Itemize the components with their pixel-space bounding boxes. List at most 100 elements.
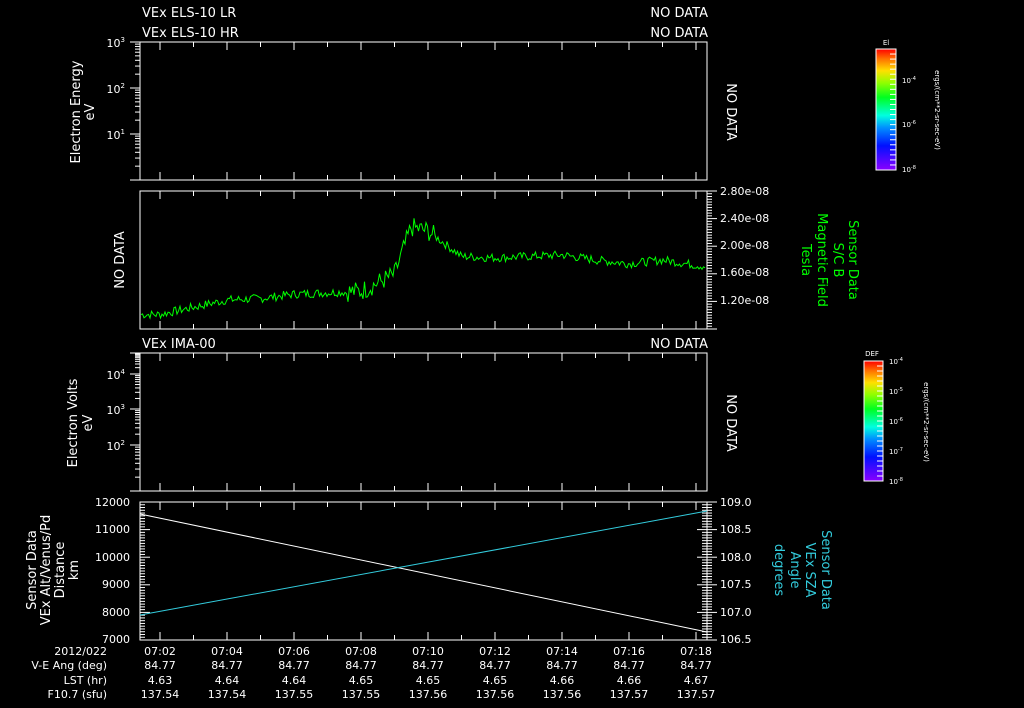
ytick-label: 2.40e-08 bbox=[720, 212, 769, 225]
footer-value-f107: 137.56 bbox=[476, 688, 515, 701]
footer-value-lst: 4.63 bbox=[148, 674, 173, 687]
ytick-label: 104 bbox=[107, 368, 126, 382]
footer-value-f107: 137.57 bbox=[677, 688, 716, 701]
footer-value-lst: 4.64 bbox=[282, 674, 307, 687]
ytick-label: 101 bbox=[107, 128, 125, 142]
footer-value-times: 07:02 bbox=[144, 645, 176, 658]
ima-title: VEx IMA-00 bbox=[142, 337, 216, 352]
colorbar-tick: 10-7 bbox=[889, 447, 903, 456]
ylabel-unit: eV bbox=[83, 103, 98, 120]
no-data-left-label: NO DATA bbox=[113, 231, 128, 289]
ytick-label: 2.80e-08 bbox=[720, 185, 769, 198]
ytick-label: 1.20e-08 bbox=[720, 294, 769, 307]
colorbar-tick: 10-8 bbox=[902, 165, 916, 174]
ytick-label: 12000 bbox=[95, 496, 130, 509]
ytick-label-right: 107.0 bbox=[720, 606, 752, 619]
footer-value-times: 07:04 bbox=[211, 645, 243, 658]
header-title-hr: VEx ELS-10 HR bbox=[142, 26, 239, 41]
footer-value-ve-ang: 84.77 bbox=[546, 659, 578, 672]
left-label-line4: km bbox=[67, 560, 82, 580]
ima-status: NO DATA bbox=[650, 337, 708, 352]
left-label-line1: Sensor Data bbox=[25, 530, 40, 610]
footer-value-f107: 137.56 bbox=[543, 688, 582, 701]
ylabel-line4: Tesla bbox=[798, 243, 813, 276]
header-status-hr: NO DATA bbox=[650, 26, 708, 41]
magnetic-field-line bbox=[140, 218, 706, 320]
right-label-line3: Angle bbox=[787, 552, 802, 589]
ylabel-line2: S/C B bbox=[830, 243, 845, 278]
footer-row-label: F10.7 (sfu) bbox=[48, 688, 107, 701]
footer-value-f107: 137.54 bbox=[208, 688, 247, 701]
panel-magnetic-field: NO DATA 2.80e-08 2.40e-08 2.00e-08 1.60e… bbox=[113, 185, 860, 330]
panel-electron-volts: 104 103 102 Electron Volts eV NO DATA bbox=[66, 352, 738, 492]
altitude-line bbox=[139, 513, 708, 633]
footer-value-ve-ang: 84.77 bbox=[211, 659, 243, 672]
colorbar-tick: 10-6 bbox=[902, 120, 916, 129]
colorbar-unit: ergs/(cm**2-sr-sec-eV) bbox=[933, 70, 941, 150]
ylabel-line3: Magnetic Field bbox=[814, 213, 829, 307]
ytick-label: 8000 bbox=[102, 606, 130, 619]
footer-value-ve-ang: 84.77 bbox=[144, 659, 176, 672]
colorbar-tick: 10-4 bbox=[889, 357, 903, 366]
footer-row-label: V-E Ang (deg) bbox=[31, 659, 107, 672]
ytick-label: 9000 bbox=[102, 578, 130, 591]
left-label-line3: Distance bbox=[53, 542, 68, 599]
colorbar-tick: 10-5 bbox=[889, 387, 903, 396]
colorbar-unit: ergs/(cm**2-sr-sec-eV) bbox=[922, 382, 930, 462]
footer-value-lst: 4.66 bbox=[617, 674, 642, 687]
footer-value-f107: 137.55 bbox=[275, 688, 314, 701]
colorbar-tick: 10-6 bbox=[889, 417, 903, 426]
colorbar-label: DEF bbox=[865, 350, 879, 358]
footer-value-ve-ang: 84.77 bbox=[680, 659, 712, 672]
header-status-lr: NO DATA bbox=[650, 6, 708, 21]
footer-value-ve-ang: 84.77 bbox=[278, 659, 310, 672]
footer-value-lst: 4.66 bbox=[550, 674, 575, 687]
footer-value-lst: 4.64 bbox=[215, 674, 240, 687]
ytick-label-right: 109.0 bbox=[720, 496, 752, 509]
footer-value-ve-ang: 84.77 bbox=[613, 659, 645, 672]
ytick-label: 10000 bbox=[95, 551, 130, 564]
footer-value-times: 07:18 bbox=[680, 645, 712, 658]
sza-line bbox=[139, 510, 708, 616]
footer-value-f107: 137.57 bbox=[610, 688, 649, 701]
right-label-line1: Sensor Data bbox=[818, 530, 833, 610]
ytick-label: 103 bbox=[107, 36, 125, 50]
ylabel-unit: eV bbox=[81, 414, 96, 431]
footer-value-ve-ang: 84.77 bbox=[345, 659, 377, 672]
footer-value-lst: 4.65 bbox=[416, 674, 441, 687]
colorbar-tick: 10-4 bbox=[902, 76, 916, 85]
ytick-label: 1.60e-08 bbox=[720, 266, 769, 279]
ylabel-electron-energy: Electron Energy bbox=[69, 60, 84, 163]
colorbar-el: El 10-4 10-6 10-8 ergs/(cm**2-sr-sec-eV) bbox=[875, 39, 941, 174]
colorbar-label: El bbox=[883, 39, 889, 47]
footer-value-f107: 137.54 bbox=[141, 688, 180, 701]
no-data-side-label: NO DATA bbox=[723, 83, 738, 141]
colorbar-tick: 10-8 bbox=[889, 477, 903, 486]
header-title-lr: VEx ELS-10 LR bbox=[142, 6, 236, 21]
footer-value-times: 07:08 bbox=[345, 645, 377, 658]
footer-value-times: 07:14 bbox=[546, 645, 578, 658]
panel-electron-energy: 103 102 101 Electron Energy eV NO DATA bbox=[69, 36, 738, 181]
left-label-line2: VEx Alt/Venus/Pd bbox=[39, 515, 54, 626]
footer-row-label: LST (hr) bbox=[64, 674, 107, 687]
footer-value-lst: 4.65 bbox=[483, 674, 508, 687]
ytick-label-right: 107.5 bbox=[720, 578, 752, 591]
footer-row-label: 2012/022 bbox=[54, 645, 107, 658]
ytick-label: 103 bbox=[107, 403, 125, 417]
footer-value-f107: 137.56 bbox=[409, 688, 448, 701]
colorbar-def: DEF 10-4 10-5 10-6 10-7 10-8 ergs/(cm**2… bbox=[863, 350, 930, 486]
no-data-side-label: NO DATA bbox=[723, 394, 738, 452]
footer-value-lst: 4.65 bbox=[349, 674, 374, 687]
footer-value-times: 07:06 bbox=[278, 645, 310, 658]
footer-value-ve-ang: 84.77 bbox=[479, 659, 511, 672]
ytick-label-right: 106.5 bbox=[720, 633, 752, 646]
ytick-label: 11000 bbox=[95, 523, 130, 536]
ytick-label: 7000 bbox=[102, 633, 130, 646]
footer-value-ve-ang: 84.77 bbox=[412, 659, 444, 672]
ytick-label-right: 108.5 bbox=[720, 523, 752, 536]
footer-value-times: 07:16 bbox=[613, 645, 645, 658]
ytick-label: 102 bbox=[107, 439, 125, 453]
footer-value-times: 07:10 bbox=[412, 645, 444, 658]
panel-altitude-sza: 12000 11000 10000 9000 8000 7000 109.0 1… bbox=[25, 496, 833, 646]
